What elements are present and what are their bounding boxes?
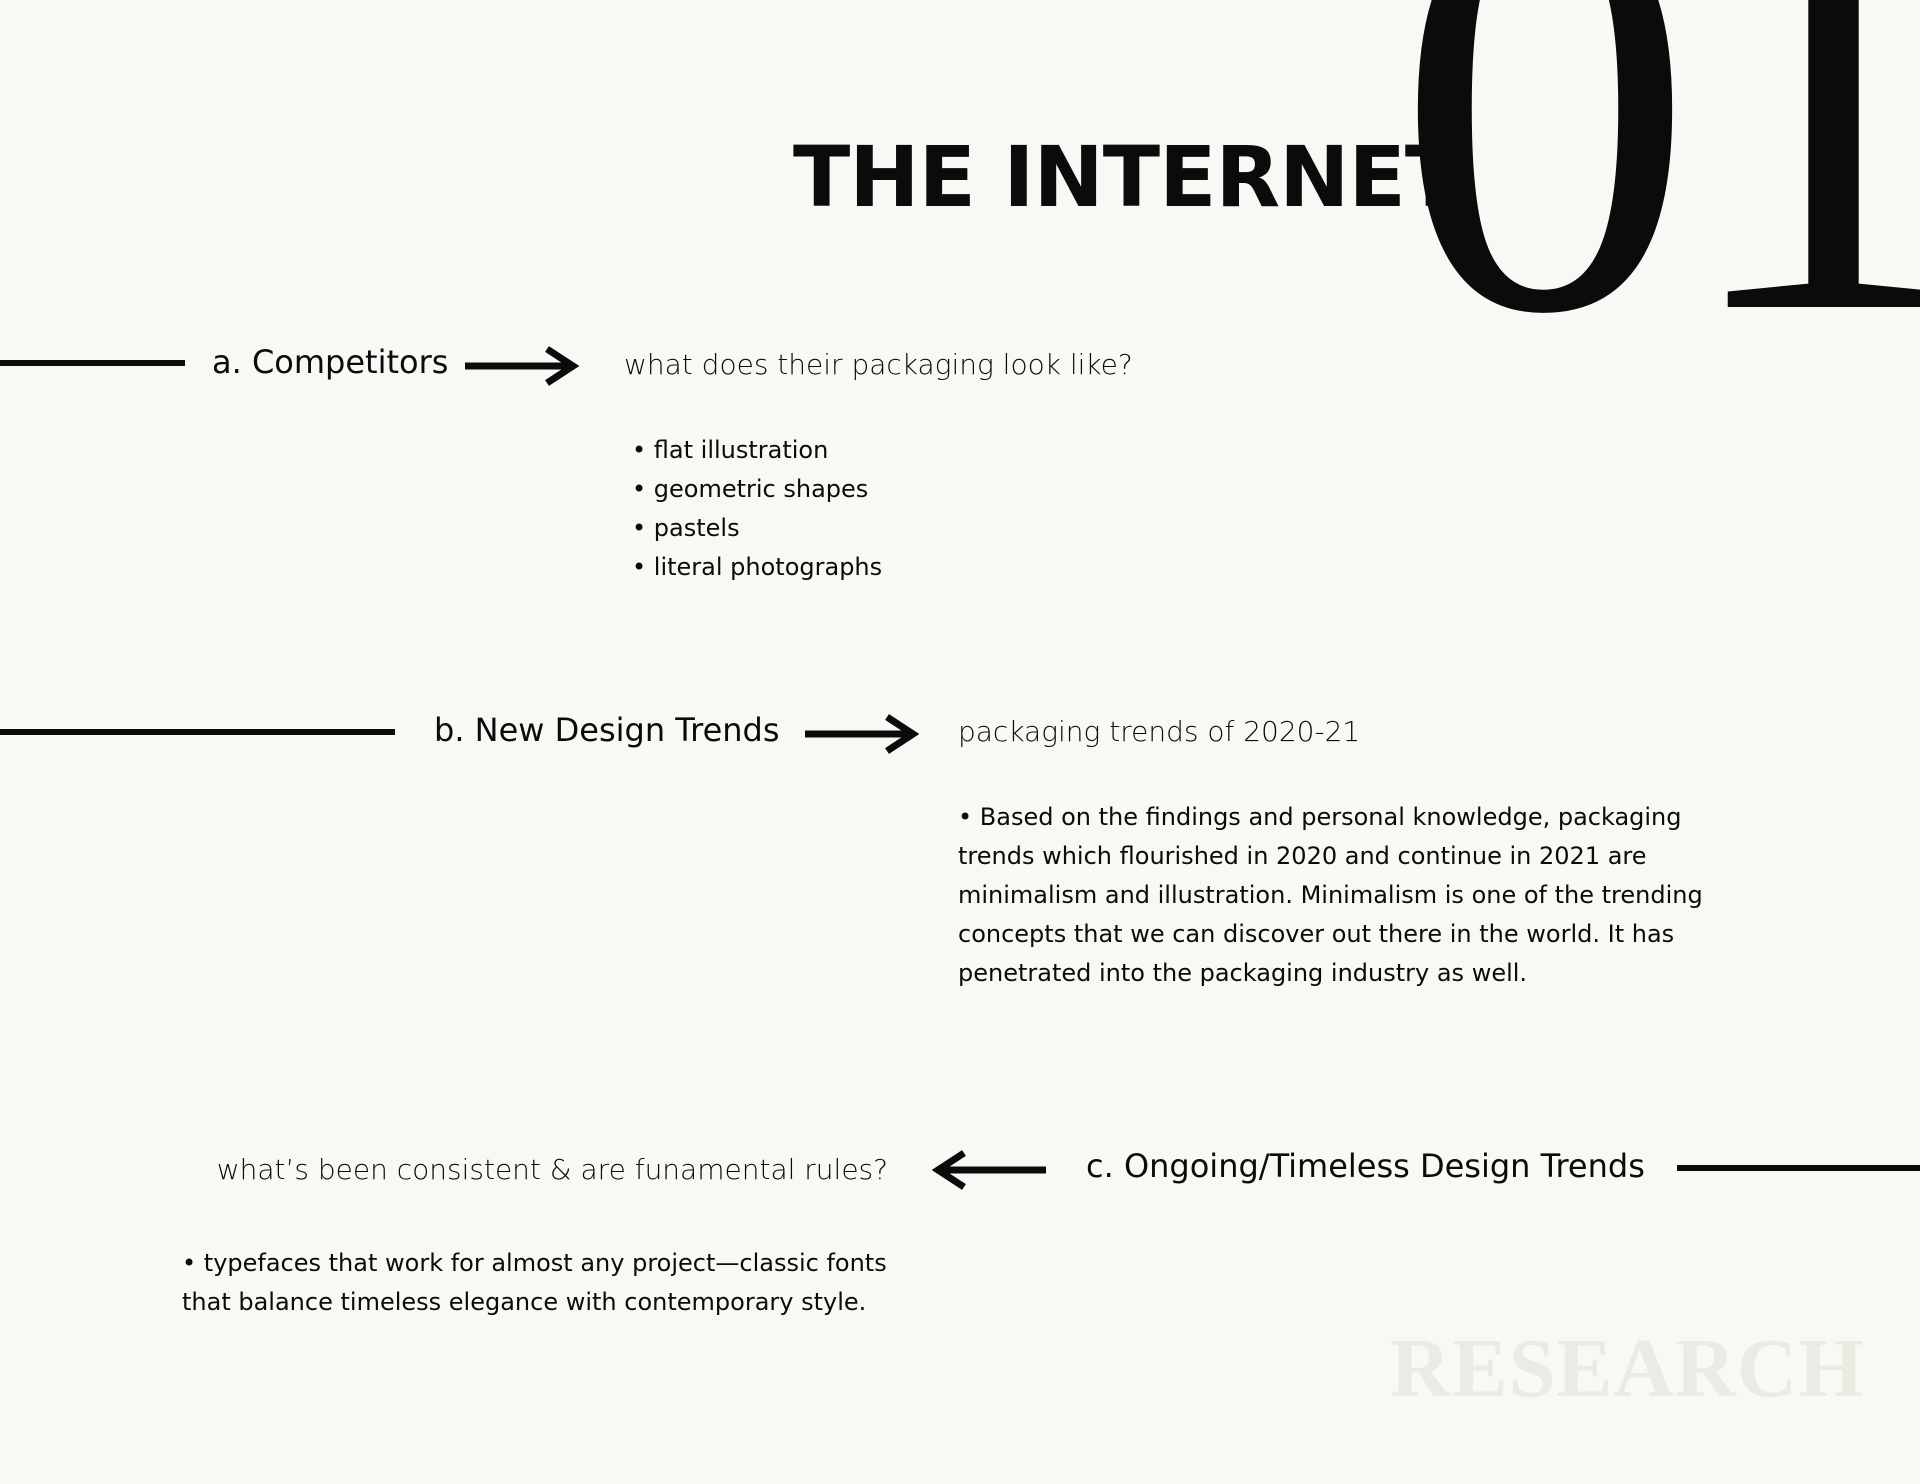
- section-heading-new-design-trends: b. New Design Trends: [434, 711, 780, 749]
- section-paragraph: • typefaces that work for almost any pro…: [182, 1249, 887, 1316]
- page-title: THE INTERNET: [793, 128, 1462, 226]
- divider-line: [0, 360, 185, 366]
- divider-line: [1677, 1165, 1920, 1171]
- list-item: • pastels: [632, 514, 740, 542]
- arrow-right-icon: [465, 346, 579, 386]
- section-question: packaging trends of 2020-21: [958, 715, 1361, 748]
- section-question: what’s been consistent & are funamental …: [216, 1153, 888, 1186]
- list-item: • literal photographs: [632, 553, 883, 581]
- list-item: • flat illustration: [632, 436, 829, 464]
- section-question: what does their packaging look like?: [624, 348, 1133, 381]
- section-number: 01: [1395, 0, 1920, 437]
- section-heading-timeless-design-trends: c. Ongoing/Timeless Design Trends: [1086, 1147, 1645, 1185]
- section-paragraph: • Based on the findings and personal kno…: [958, 803, 1703, 987]
- arrow-right-icon: [805, 714, 919, 754]
- watermark: RESEARCH: [1390, 1322, 1865, 1415]
- arrow-left-icon: [932, 1150, 1046, 1190]
- list-item: • geometric shapes: [632, 475, 869, 503]
- divider-line: [0, 729, 395, 735]
- section-heading-competitors: a. Competitors: [212, 343, 449, 381]
- bullet-list: • flat illustration • geometric shapes •…: [632, 431, 882, 587]
